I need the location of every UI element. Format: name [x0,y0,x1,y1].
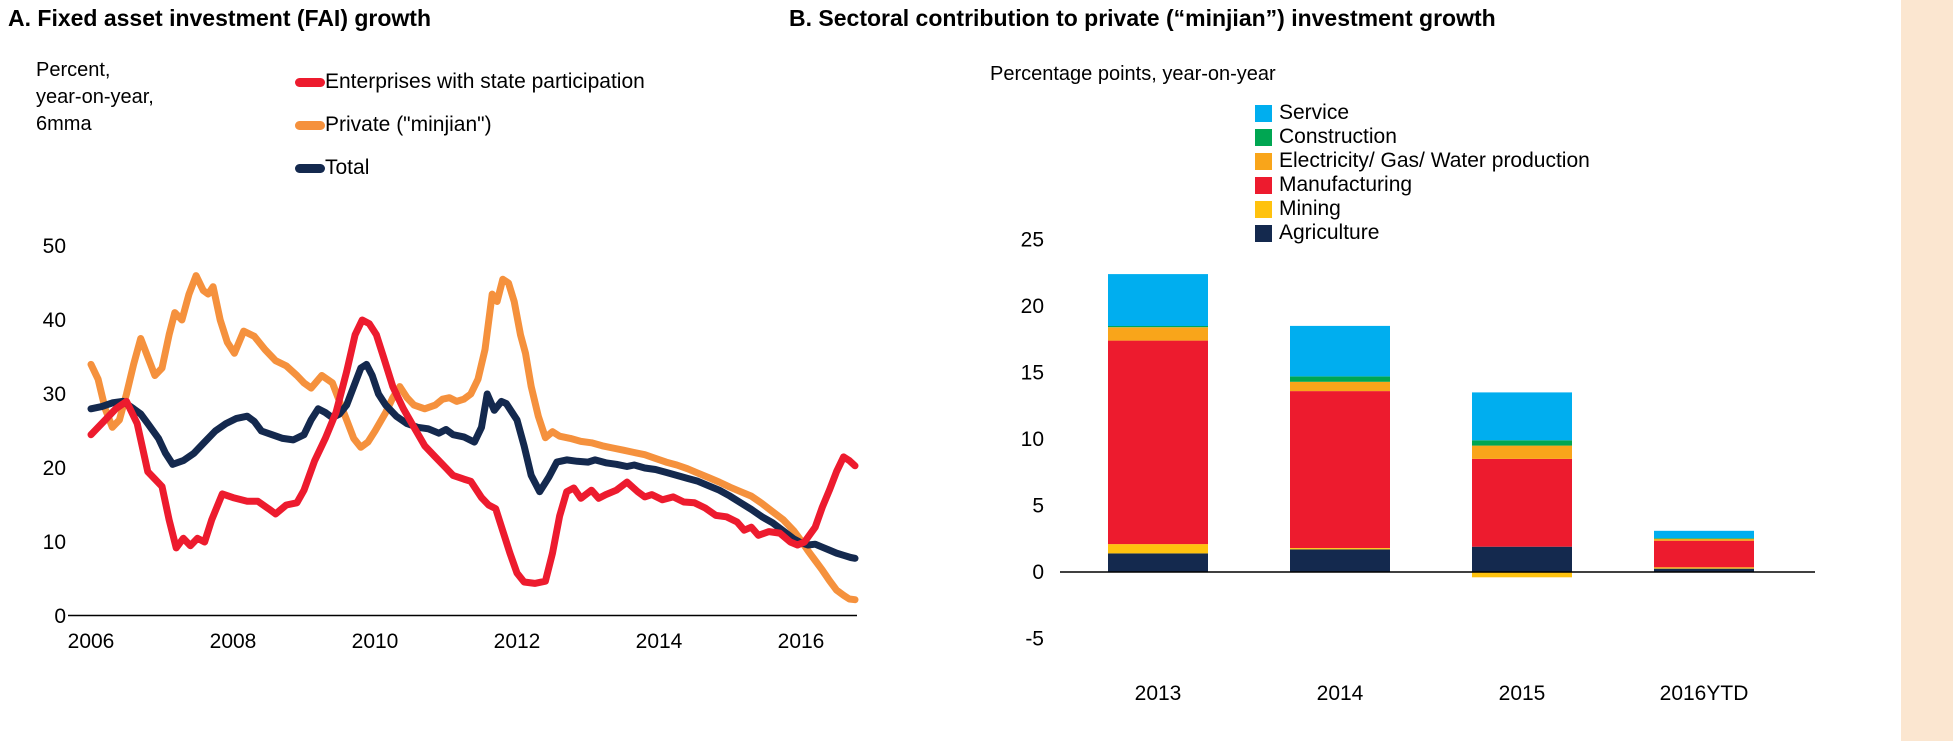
bar-segment-service [1108,274,1208,326]
bar-segment-construction [1472,440,1572,446]
legend-label: Electricity/ Gas/ Water production [1279,149,1590,172]
bar-segment-construction [1654,538,1754,539]
legend-label: Service [1279,101,1350,124]
b-y-tick-label: 25 [1021,229,1044,252]
service-swatch-icon [1255,104,1272,122]
line-state [87,316,859,587]
legend-item-agriculture: Agriculture [1255,221,1590,245]
bar-segment-mining [1654,567,1754,569]
bar-segment-agriculture [1472,546,1572,572]
legend-label: Construction [1279,125,1397,148]
a-x-tick-label: 2012 [494,630,541,653]
bar-segment-electricity [1654,538,1754,541]
panel-a-title: A. Fixed asset investment (FAI) growth [8,5,432,31]
legend-label: Agriculture [1279,221,1380,244]
b-x-category-label: 2013 [1135,682,1182,705]
b-x-category-label: 2016YTD [1660,682,1749,705]
b-y-tick-label: -5 [1025,628,1044,651]
legend-label: Manufacturing [1279,173,1413,196]
unit-a-line3: 6mma [36,113,92,135]
panel-b-axis-unit-label: Percentage points, year-on-year [990,63,1276,85]
b-y-tick-label: 10 [1021,428,1044,451]
legend-item-total: Total [295,156,645,180]
a-y-tick-label: 10 [43,531,66,554]
a-y-tick-label: 30 [43,383,66,406]
panel-b-title: B. Sectoral contribution to private (“mi… [789,5,1496,31]
bar-segment-manufacturing [1108,340,1208,545]
a-y-tick-label: 50 [43,235,66,258]
b-y-tick-label: 5 [1032,495,1044,518]
b-y-tick-label: 15 [1021,362,1044,385]
legend-item-construction: Construction [1255,125,1590,149]
bar-segment-mining [1108,544,1208,554]
bar-segment-electricity [1290,381,1390,392]
bar-segment-agriculture [1654,568,1754,572]
legend-item-electricity: Electricity/ Gas/ Water production [1255,149,1590,173]
line-private [87,272,859,604]
private-line-swatch-icon [295,120,325,130]
state-line-swatch-icon [295,77,325,87]
legend-item-private: Private ("minjian") [295,113,645,137]
legend-label: Enterprises with state participation [325,70,645,93]
b-x-category-label: 2014 [1317,682,1364,705]
a-y-tick-label: 0 [54,605,66,628]
bar-segment-manufacturing [1472,458,1572,547]
panel-b-legend: Service Construction Electricity/ Gas/ W… [1255,101,1590,245]
bar-segment-mining [1472,572,1572,578]
agriculture-swatch-icon [1255,224,1272,242]
b-y-tick-label: 0 [1032,561,1044,584]
manufacturing-swatch-icon [1255,176,1272,194]
legend-item-state: Enterprises with state participation [295,70,645,94]
unit-a-line1: Percent, [36,59,111,81]
a-x-tick-label: 2014 [636,630,683,653]
legend-label: Private ("minjian") [325,113,492,136]
bar-segment-manufacturing [1654,540,1754,568]
panel-a-legend: Enterprises with state participation Pri… [295,70,645,199]
legend-item-manufacturing: Manufacturing [1255,173,1590,197]
electricity-swatch-icon [1255,152,1272,170]
b-x-category-label: 2015 [1499,682,1546,705]
total-line-swatch-icon [295,163,325,173]
bar-segment-construction [1108,325,1208,328]
bar-segment-electricity [1472,445,1572,459]
bar-segment-manufacturing [1290,391,1390,548]
legend-item-mining: Mining [1255,197,1590,221]
bar-segment-service [1654,530,1754,539]
legend-item-service: Service [1255,101,1590,125]
line-total [87,360,859,562]
a-x-tick-label: 2016 [778,630,825,653]
a-y-tick-label: 20 [43,457,66,480]
mining-swatch-icon [1255,200,1272,218]
a-x-tick-label: 2006 [68,630,115,653]
panel-a-axis-unit-label: Percent, year-on-year, 6mma [36,57,154,138]
bar-segment-mining [1290,548,1390,550]
bar-segment-agriculture [1290,549,1390,572]
bar-segment-service [1472,392,1572,441]
a-x-tick-label: 2010 [352,630,399,653]
a-x-tick-label: 2008 [210,630,257,653]
bar-segment-construction [1290,376,1390,382]
unit-a-line2: year-on-year, [36,86,154,108]
legend-label: Total [325,156,370,179]
a-y-tick-label: 40 [43,309,66,332]
bar-segment-electricity [1108,327,1208,341]
b-y-tick-label: 20 [1021,295,1044,318]
construction-swatch-icon [1255,128,1272,146]
legend-label: Mining [1279,197,1341,220]
bar-segment-agriculture [1108,553,1208,572]
right-margin-band [1901,0,1953,741]
bar-segment-service [1290,325,1390,377]
